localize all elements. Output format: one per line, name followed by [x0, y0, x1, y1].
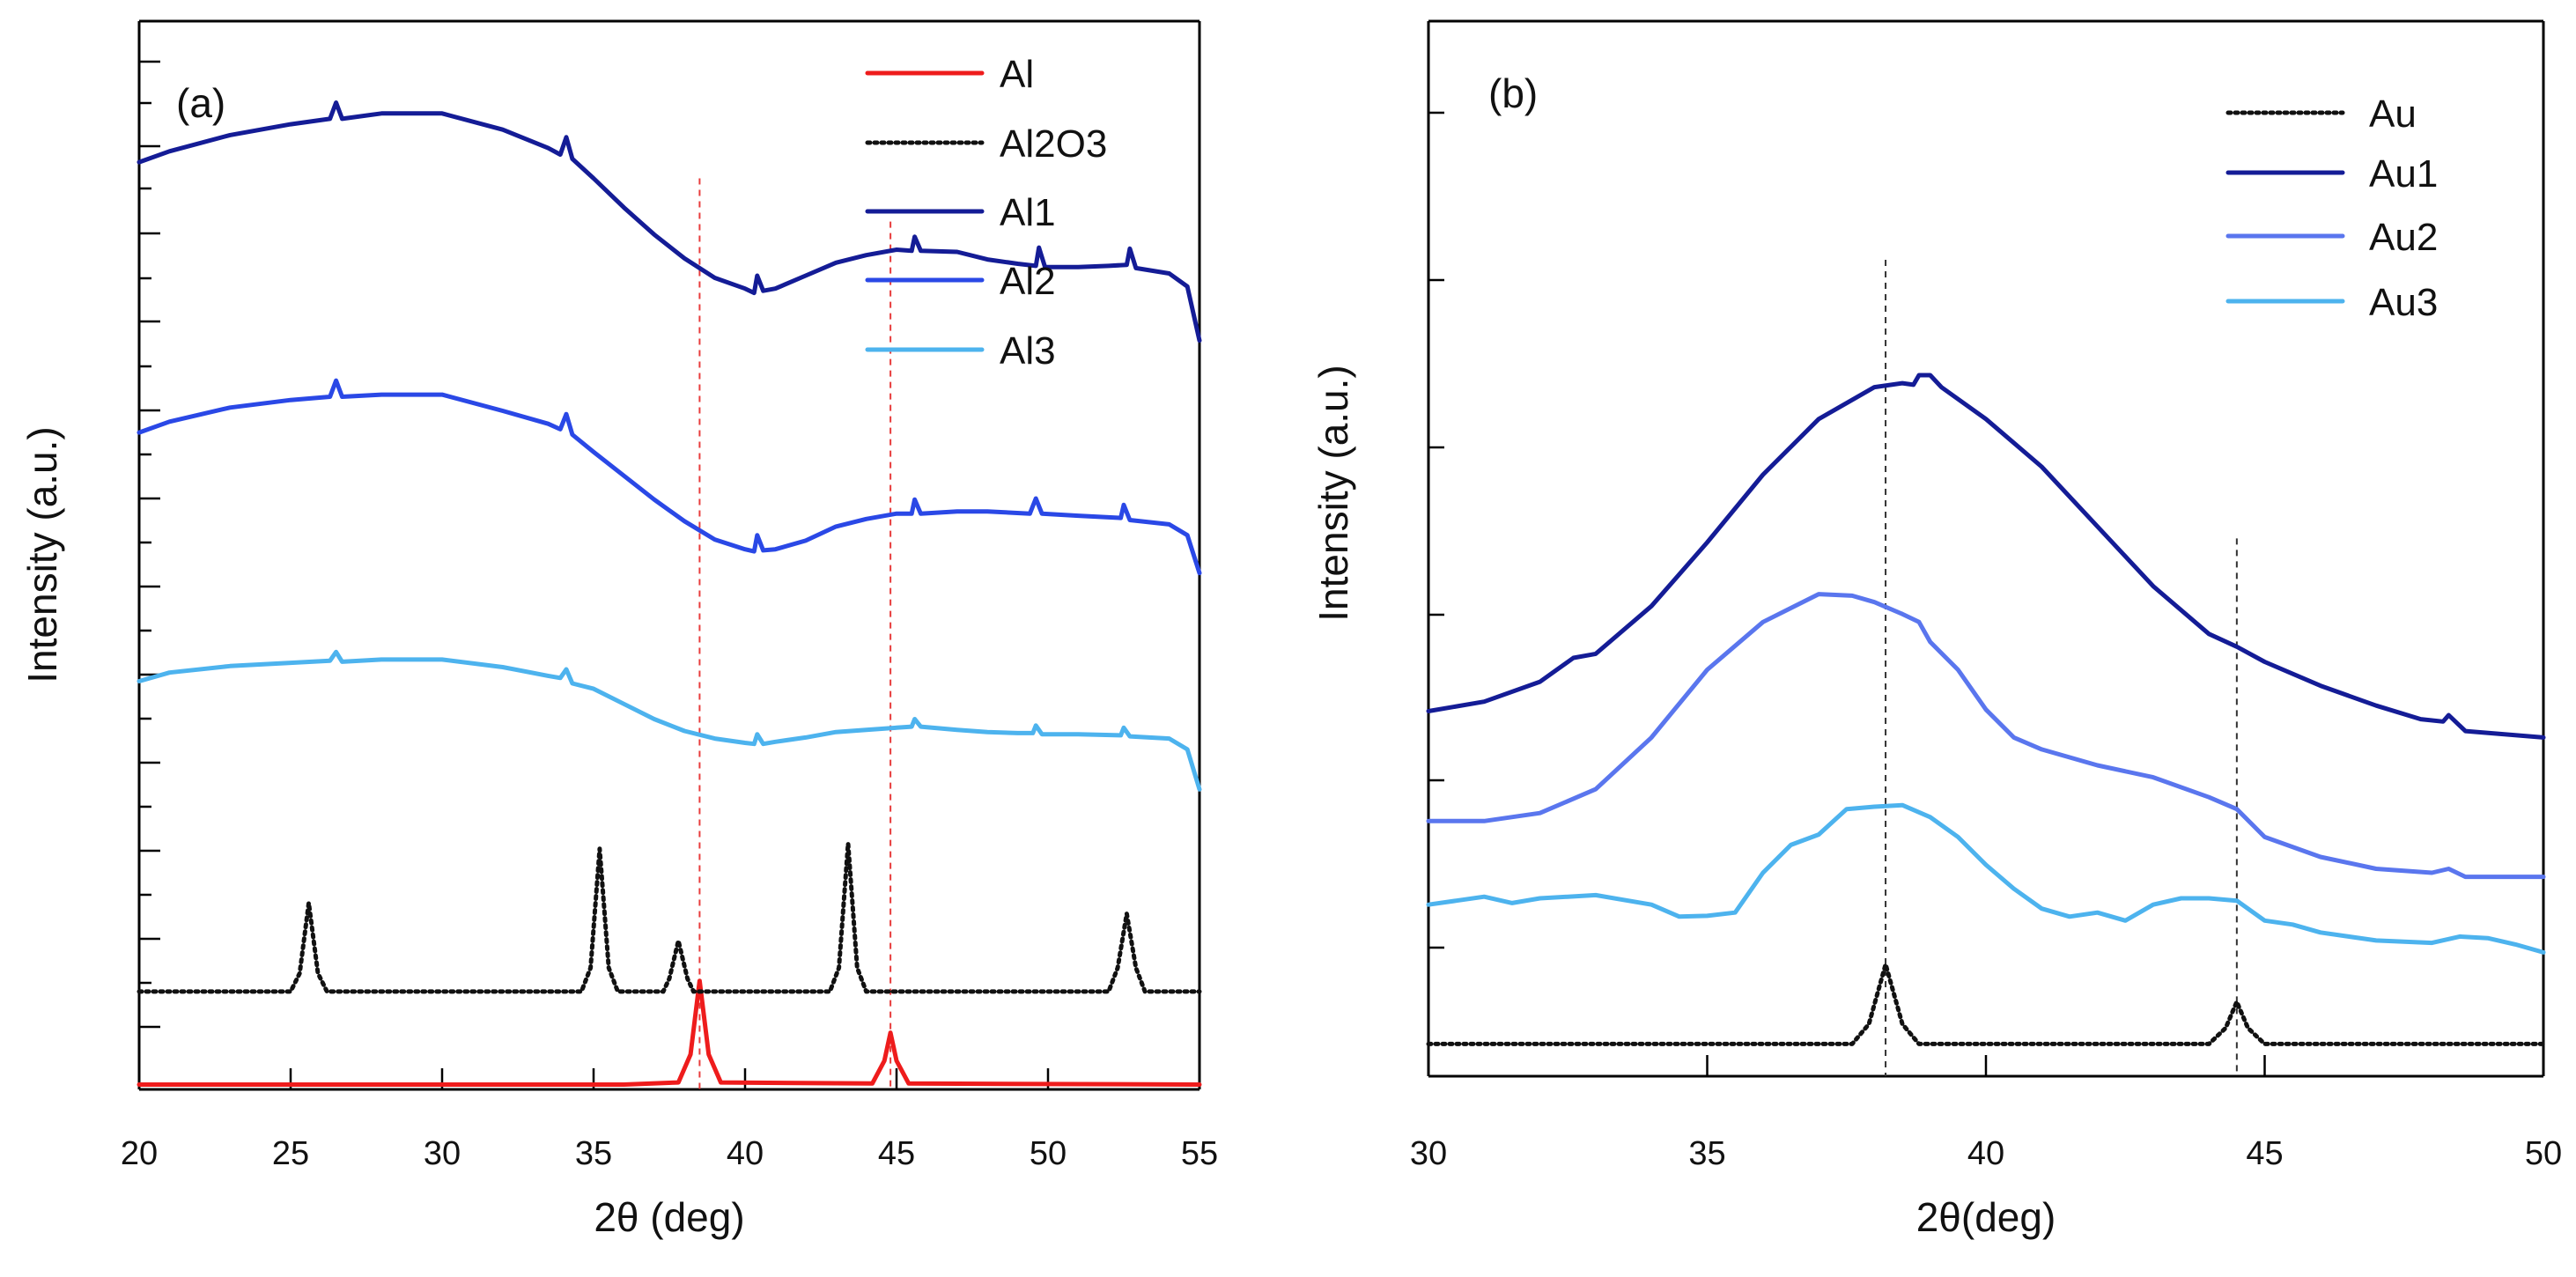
panel-b-x-ticks: 30 35 40 45 50	[1410, 1055, 2562, 1172]
series-au2	[1426, 592, 2546, 880]
panel-a: 20 25 30 35 40 45 50 55 (a) 2θ (deg) Intensity …	[19, 19, 1218, 1240]
legend-label-au2: Au2	[2369, 216, 2438, 259]
x-tick-label: 50	[1030, 1135, 1067, 1172]
series-al1	[137, 100, 1202, 343]
panel-a-legend: Al Al2O3 Al1 Al2 Al3	[865, 53, 1107, 373]
x-tick-label: 30	[1410, 1135, 1447, 1172]
panel-b-series	[1426, 373, 2546, 1046]
legend-label-al2o3: Al2O3	[1000, 122, 1107, 166]
series-al2o3	[137, 841, 1202, 994]
panel-a-reference-lines	[698, 178, 892, 1089]
legend-label-al2: Al2	[1000, 260, 1056, 303]
series-au1	[1426, 373, 2546, 740]
legend-label-au: Au	[2369, 92, 2417, 136]
x-tick-label: 40	[727, 1135, 764, 1172]
panel-b-y-axis-title: Intensity (a.u.)	[1310, 365, 1356, 621]
series-al	[137, 978, 1202, 1087]
panel-a-series	[137, 100, 1202, 1087]
x-tick-label: 35	[1688, 1135, 1725, 1172]
series-al3	[137, 649, 1202, 792]
panel-b: 30 35 40 45 50 (b) 2θ(deg) Intensity (a.u.) …	[1310, 19, 2562, 1240]
panel-a-label: (a)	[176, 80, 225, 126]
x-tick-label: 45	[878, 1135, 915, 1172]
panel-a-x-axis-title: 2θ (deg)	[594, 1194, 744, 1240]
legend-label-au3: Au3	[2369, 281, 2438, 324]
panel-b-y-ticks	[1428, 111, 1444, 949]
series-au3	[1426, 802, 2546, 955]
series-au	[1426, 962, 2546, 1046]
legend-label-al3: Al3	[1000, 329, 1056, 373]
legend-label-al: Al	[1000, 53, 1034, 96]
panel-b-x-axis-title: 2θ(deg)	[1916, 1194, 2056, 1240]
x-tick-label: 50	[2525, 1135, 2562, 1172]
panel-a-y-axis-title: Intensity (a.u.)	[19, 426, 65, 683]
series-al2	[137, 378, 1202, 576]
legend-label-al1: Al1	[1000, 191, 1056, 234]
x-tick-label: 35	[575, 1135, 612, 1172]
x-tick-label: 30	[424, 1135, 461, 1172]
panel-b-label: (b)	[1488, 70, 1538, 116]
x-tick-label: 55	[1181, 1135, 1218, 1172]
x-tick-label: 40	[1967, 1135, 2004, 1172]
legend-label-au1: Au1	[2369, 152, 2438, 196]
panel-a-x-ticks: 20 25 30 35 40 45 50 55	[121, 1068, 1218, 1172]
x-tick-label: 45	[2246, 1135, 2283, 1172]
panel-a-y-ticks	[139, 60, 160, 1029]
x-tick-label: 25	[272, 1135, 309, 1172]
panel-b-legend: Au Au1 Au2 Au3	[2225, 92, 2438, 324]
x-tick-label: 20	[121, 1135, 158, 1172]
